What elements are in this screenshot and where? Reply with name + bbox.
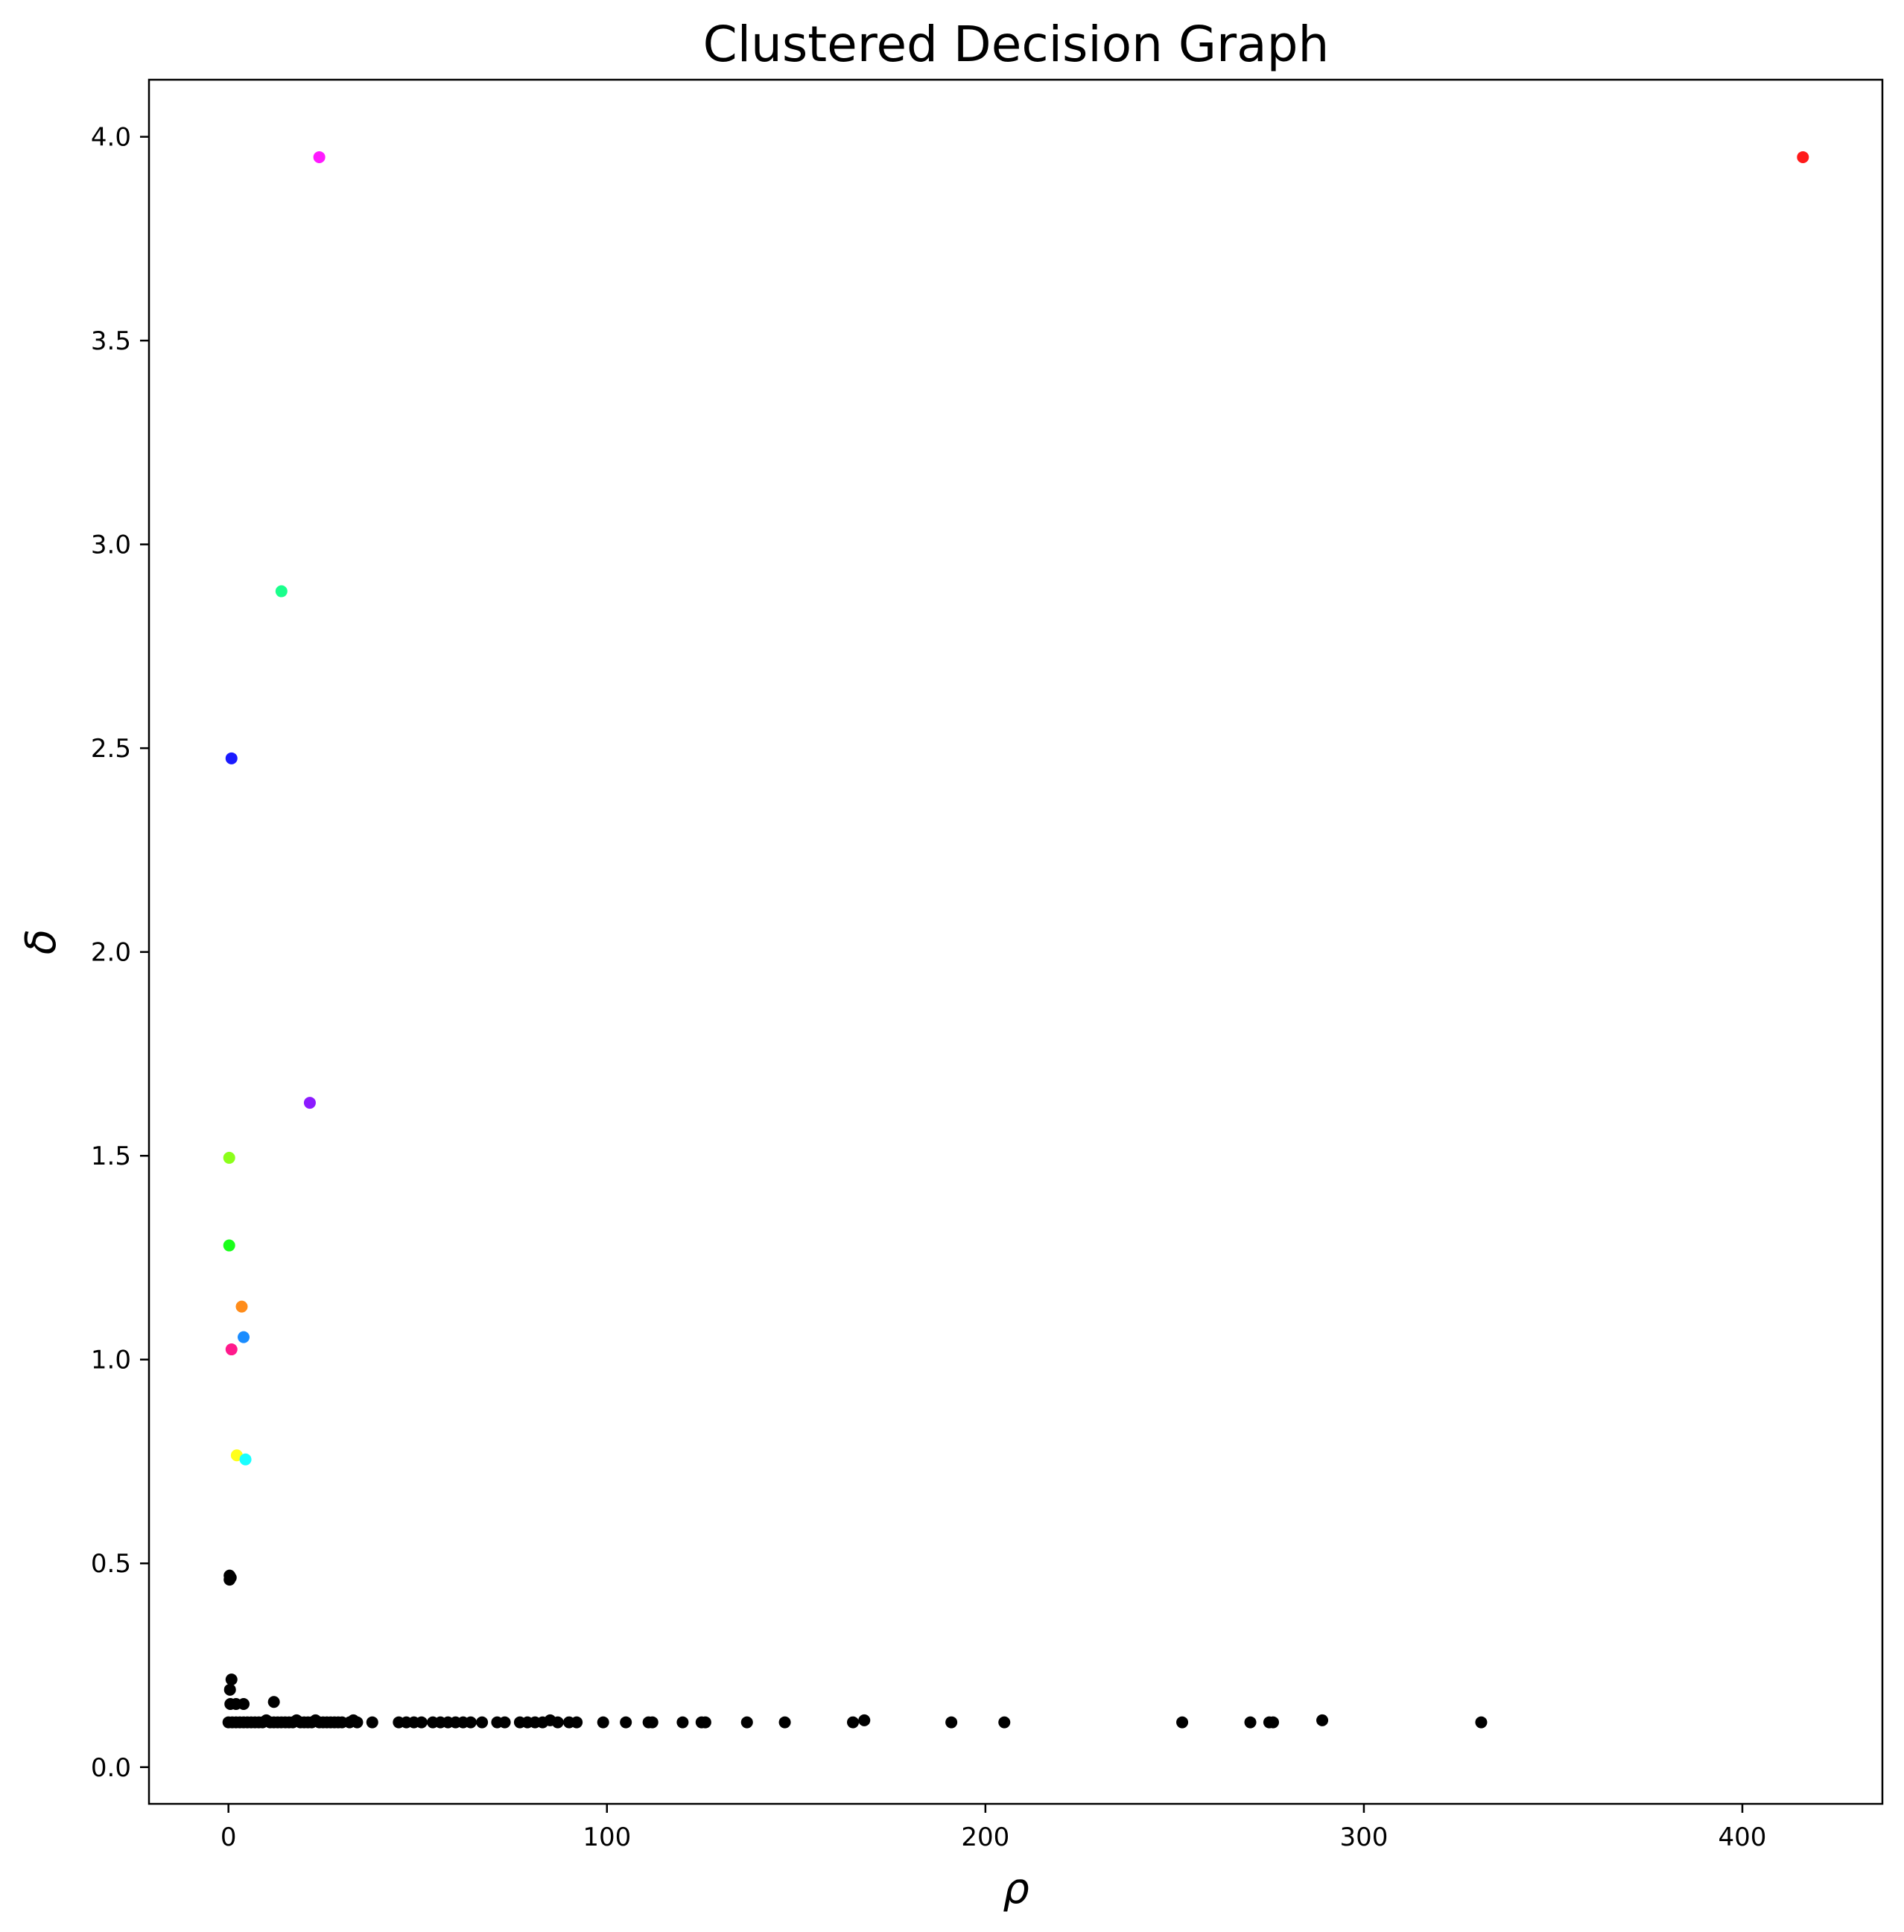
cluster-center-point: [223, 1151, 235, 1164]
x-tick-label: 0: [220, 1822, 237, 1852]
y-tick-label: 4.0: [91, 123, 131, 153]
x-axis-label: ρ: [1003, 1865, 1029, 1913]
y-tick-label: 1.0: [91, 1346, 131, 1375]
data-point: [351, 1716, 364, 1729]
data-point: [676, 1716, 689, 1729]
data-point: [998, 1716, 1011, 1729]
cluster-center-point: [223, 1239, 235, 1252]
data-point: [1316, 1714, 1329, 1726]
data-point: [223, 1683, 236, 1696]
chart-title: Clustered Decision Graph: [703, 16, 1330, 73]
y-tick-label: 3.5: [91, 326, 131, 356]
cluster-center-point: [235, 1300, 248, 1313]
x-tick-label: 200: [961, 1822, 1009, 1852]
cluster-center-point: [303, 1097, 316, 1109]
data-point: [267, 1696, 280, 1708]
cluster-center-point: [239, 1453, 252, 1466]
cluster-center-point: [238, 1331, 250, 1343]
data-point: [847, 1716, 860, 1729]
data-point: [1176, 1716, 1189, 1729]
data-point: [858, 1714, 871, 1726]
data-point: [1266, 1716, 1279, 1729]
data-point: [224, 1571, 237, 1584]
data-point: [551, 1716, 564, 1729]
data-point: [476, 1716, 489, 1729]
data-point: [945, 1716, 958, 1729]
y-tick-label: 2.0: [91, 938, 131, 968]
cluster-center-point: [225, 1343, 238, 1356]
data-point: [1475, 1716, 1488, 1729]
data-point: [740, 1716, 753, 1729]
x-tick-label: 100: [583, 1822, 631, 1852]
cluster-center-point: [313, 151, 326, 163]
data-point: [699, 1716, 711, 1729]
y-tick-label: 1.5: [91, 1141, 131, 1171]
data-point: [225, 1673, 238, 1686]
data-point: [498, 1716, 511, 1729]
cluster-center-point: [275, 585, 288, 598]
data-point: [1244, 1716, 1257, 1729]
x-tick-label: 400: [1719, 1822, 1767, 1852]
data-point: [620, 1716, 632, 1729]
scatter-points: [222, 151, 1809, 1729]
data-point: [415, 1716, 428, 1729]
y-axis-ticks: 0.0 0.5 1.0 1.5 2.0 2.5 3.0 3.5 4.0: [91, 123, 149, 1783]
y-tick-label: 3.0: [91, 530, 131, 560]
y-tick-label: 0.0: [91, 1753, 131, 1783]
x-tick-label: 300: [1339, 1822, 1388, 1852]
data-point: [238, 1697, 250, 1710]
data-point: [778, 1716, 791, 1729]
x-axis-ticks: 0 100 200 300 400: [220, 1804, 1767, 1852]
data-point: [464, 1716, 477, 1729]
data-point: [571, 1716, 583, 1729]
data-point: [646, 1716, 659, 1729]
y-tick-label: 0.5: [91, 1549, 131, 1579]
y-tick-label: 2.5: [91, 734, 131, 764]
cluster-center-point: [1797, 151, 1809, 163]
cluster-center-point: [225, 752, 238, 764]
y-axis-label: δ: [17, 929, 66, 954]
data-point: [366, 1716, 378, 1729]
data-point: [597, 1716, 609, 1729]
plot-area-frame: [147, 78, 1884, 1805]
